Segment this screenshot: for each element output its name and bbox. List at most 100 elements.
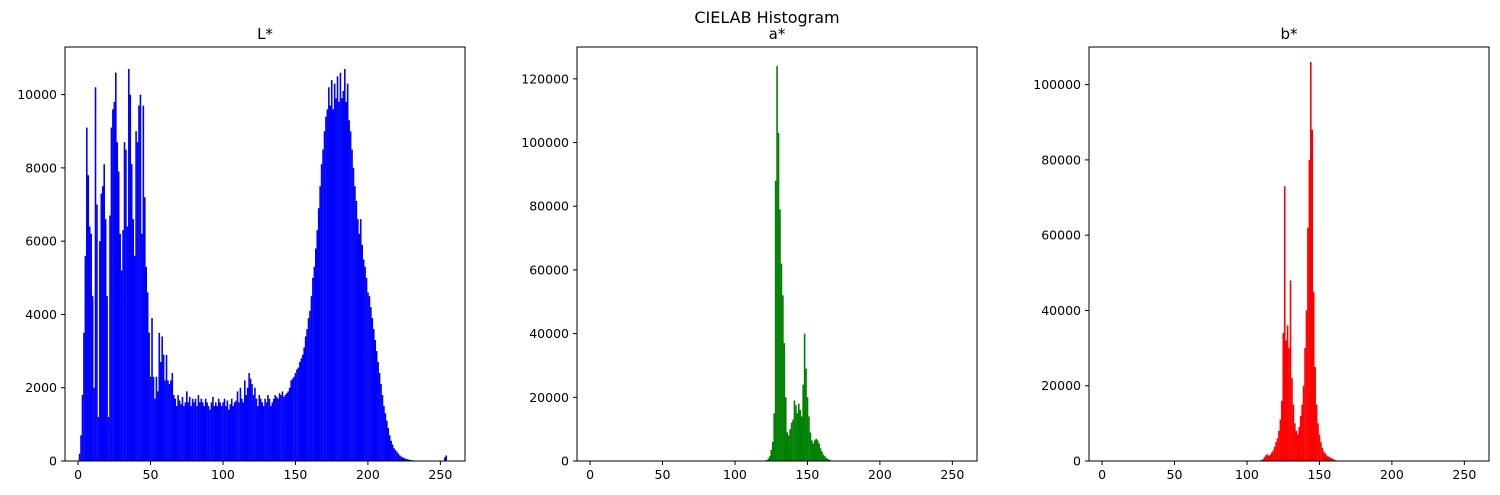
bar-L — [329, 105, 332, 462]
bar-L — [120, 270, 123, 461]
bar-L — [339, 72, 342, 462]
bar-L — [375, 351, 378, 461]
y-tick-label-L: 2000 — [25, 380, 57, 395]
bar-a — [780, 263, 783, 461]
bar-a — [779, 209, 781, 461]
bar-a — [789, 429, 791, 461]
bar-b — [1281, 400, 1283, 461]
bar-L — [107, 417, 110, 461]
bar-b — [1269, 454, 1272, 461]
bar-L — [341, 98, 343, 461]
bar-L — [193, 402, 195, 461]
panel-title-a: a* — [769, 25, 786, 43]
x-tick-label-a: 200 — [868, 467, 892, 482]
bar-L — [238, 402, 240, 461]
bar-L — [381, 395, 384, 461]
bar-L — [94, 87, 97, 462]
bar-L — [349, 131, 352, 461]
bar-L — [87, 175, 90, 462]
bar-b — [1262, 459, 1264, 461]
bar-L — [396, 451, 398, 461]
bar-L — [123, 142, 126, 461]
bar-b — [1318, 434, 1321, 461]
y-tick-label-a: 120000 — [521, 71, 569, 86]
bar-L — [371, 318, 374, 461]
bar-a — [787, 435, 790, 461]
bar-b — [1270, 452, 1273, 461]
bar-L — [136, 142, 139, 461]
x-tick-label-L: 250 — [428, 467, 452, 482]
bar-L — [86, 127, 88, 461]
bar-L — [309, 310, 311, 461]
bar-L — [303, 347, 306, 461]
y-tick-label-a: 40000 — [529, 326, 569, 341]
bar-L — [257, 406, 259, 461]
bar-b — [1275, 442, 1277, 461]
bar-L — [251, 384, 253, 461]
bar-L — [241, 398, 243, 461]
bar-L — [290, 380, 292, 461]
bar-L — [384, 413, 387, 461]
bar-L — [243, 380, 246, 461]
bar-b — [1330, 457, 1332, 461]
bar-L — [378, 373, 381, 461]
bar-L — [168, 384, 171, 461]
bar-L — [125, 149, 127, 461]
bar-L — [322, 149, 324, 461]
bar-L — [116, 142, 119, 461]
bar-L — [139, 94, 142, 461]
bar-b — [1305, 310, 1308, 461]
y-tick-label-b: 100000 — [1033, 77, 1081, 92]
bar-L — [362, 259, 365, 461]
bar-a — [828, 459, 831, 461]
bar-L — [291, 378, 294, 461]
bar-L — [312, 277, 314, 461]
y-tick-label-L: 6000 — [25, 234, 57, 249]
bar-L — [287, 391, 290, 461]
y-tick-label-a: 0 — [561, 454, 569, 469]
y-tick-label-a: 100000 — [521, 135, 569, 150]
bar-a — [767, 458, 770, 461]
bar-a — [809, 432, 812, 461]
bar-L — [175, 406, 178, 461]
bar-b — [1266, 454, 1269, 461]
bar-L — [204, 398, 207, 461]
bar-L — [346, 83, 349, 461]
bar-L — [254, 387, 256, 461]
bar-L — [235, 400, 237, 461]
bar-b — [1311, 129, 1314, 462]
bar-b — [1320, 442, 1322, 461]
bar-L — [407, 459, 410, 461]
bar-b — [1328, 457, 1331, 461]
bar-b — [1296, 434, 1299, 461]
y-tick-label-b: 80000 — [1041, 152, 1081, 167]
bar-L — [409, 459, 411, 461]
y-tick-label-b: 20000 — [1041, 378, 1081, 393]
bar-L — [177, 395, 179, 461]
bar-L — [315, 248, 317, 461]
bar-L — [130, 164, 133, 462]
plot-frame-L — [64, 46, 466, 462]
y-tick-label-b: 60000 — [1041, 228, 1081, 243]
bar-L — [232, 406, 234, 461]
bar-L — [388, 435, 391, 461]
bar-L — [445, 455, 448, 461]
bar-L — [223, 398, 226, 461]
bar-b — [1288, 348, 1290, 461]
bar-L — [268, 398, 271, 461]
bar-a — [803, 333, 806, 461]
bar-a — [773, 413, 775, 461]
bar-L — [261, 402, 263, 461]
bar-L — [230, 398, 233, 461]
bar-L — [220, 406, 223, 461]
bar-L — [181, 396, 184, 461]
bar-L — [145, 266, 148, 461]
bar-b — [1301, 404, 1303, 461]
bar-L — [213, 406, 216, 461]
x-tick-label-b: 200 — [1380, 467, 1404, 482]
bar-L — [200, 398, 203, 461]
panel-L: L* 0 50 100 150 200 250 0 2000 4000 6000 8000 10000 — [17, 25, 466, 482]
bar-b — [1299, 415, 1302, 461]
bar-L — [178, 400, 181, 461]
